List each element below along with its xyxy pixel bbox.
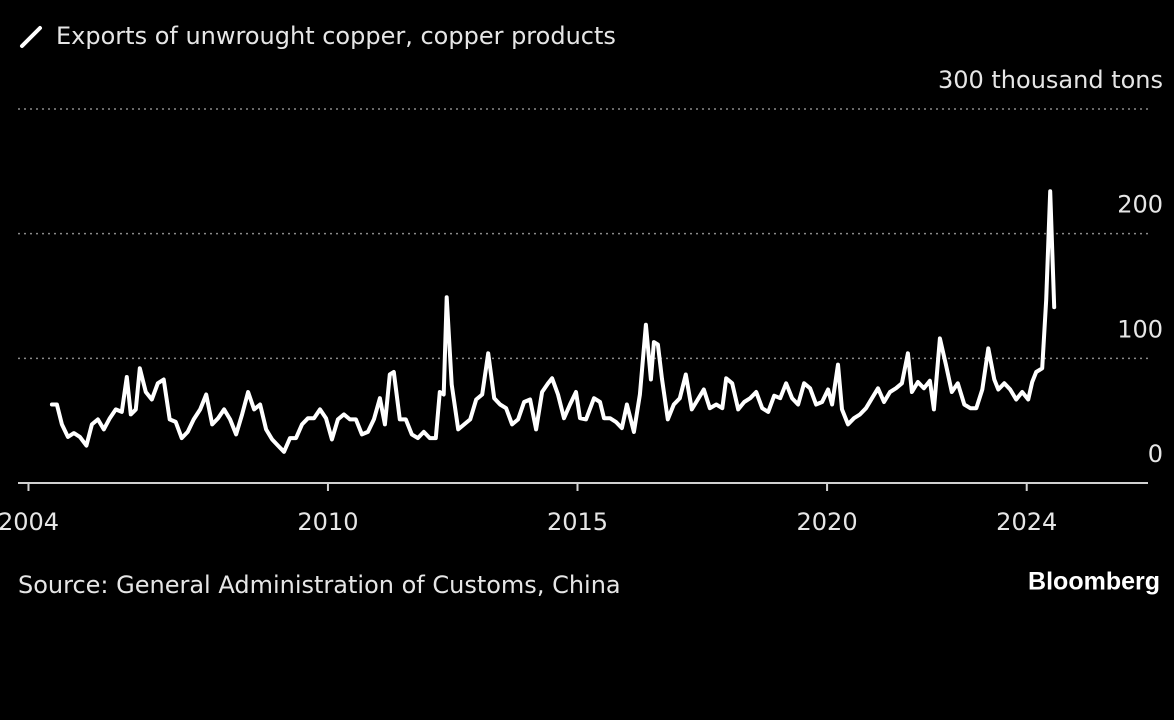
y-tick-label: 100 [1117,315,1163,343]
x-tick-label: 2024 [996,508,1057,536]
x-tick-label: 2015 [547,508,608,536]
x-tick-label: 2010 [297,508,358,536]
y-tick-label: 0 [1148,440,1163,468]
title-icon [20,26,42,48]
x-tick-label: 2020 [797,508,858,536]
x-tick-label: 2004 [0,508,59,536]
y-tick-label: 300 thousand tons [938,66,1163,94]
y-tick-label: 200 [1117,191,1163,219]
line [49,189,1057,454]
chart-title: Exports of unwrought copper, copper prod… [56,22,616,50]
source: Source: General Administration of Custom… [18,571,621,599]
brand: Bloomberg [1028,568,1160,596]
